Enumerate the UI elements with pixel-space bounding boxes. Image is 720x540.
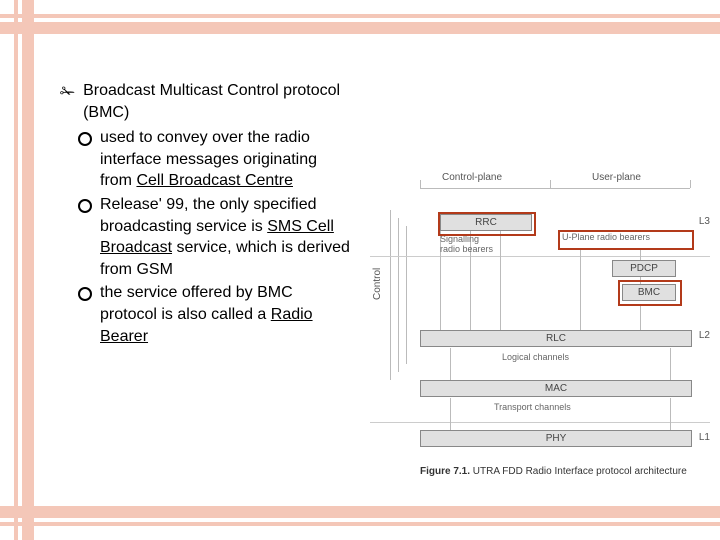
title-text: Broadcast Multicast Control protocol (BM… [83,80,350,123]
diagram-line [640,304,641,330]
layer-l3: L3 [699,216,710,227]
sub-text: used to convey over the radio interface … [100,127,350,192]
layer-l1: L1 [699,432,710,443]
mac-box: MAC [420,380,692,397]
sub-text: the service offered by BMC protocol is a… [100,282,350,347]
sub-bullet-icon [78,287,92,301]
transport-label: Transport channels [494,402,571,412]
decor-stripe [14,0,18,540]
diagram-line [370,422,710,423]
sub-bullet-icon [78,199,92,213]
phy-box: PHY [420,430,692,447]
diagram-line [370,256,710,257]
text-block: ✁ Broadcast Multicast Control protocol (… [60,80,350,347]
figure-caption: Figure 7.1. UTRA FDD Radio Interface pro… [420,466,687,477]
pdcp-box: PDCP [612,260,676,277]
sub-item: the service offered by BMC protocol is a… [78,282,350,347]
sub-list: used to convey over the radio interface … [78,127,350,347]
protocol-diagram: Control-plane User-plane Control RRC Sig… [370,170,710,510]
decor-stripe [0,22,720,34]
diagram-line [690,180,691,188]
diagram-line [550,180,551,188]
decor-stripe [0,14,720,18]
diagram-line [580,248,581,330]
decor-stripe [0,522,720,526]
layer-l2: L2 [699,330,710,341]
diagram-line [420,180,421,188]
diagram-line [670,398,671,430]
bullet-icon: ✁ [60,80,75,104]
diagram-line [640,248,641,260]
sub-item: Release' 99, the only specified broadcas… [78,194,350,280]
uplane-label: U-Plane radio bearers [562,232,650,242]
sub-item: used to convey over the radio interface … [78,127,350,192]
signalling-label: Signalling radio bearers [440,234,493,255]
diagram-line [640,276,641,284]
bmc-box: BMC [622,284,676,301]
sub-bullet-icon [78,132,92,146]
rlc-box: RLC [420,330,692,347]
decor-stripe [22,0,34,540]
bullet-main: ✁ Broadcast Multicast Control protocol (… [60,80,350,123]
diagram-line [670,348,671,380]
diagram-line [450,348,451,380]
diagram-line [420,188,690,189]
control-bracket [390,210,418,380]
sub-text: Release' 99, the only specified broadcas… [100,194,350,280]
control-plane-label: Control-plane [442,172,502,183]
rrc-box: RRC [440,214,532,231]
user-plane-label: User-plane [592,172,641,183]
control-label: Control [372,268,383,300]
diagram-line [500,230,501,330]
diagram-line [450,398,451,430]
logical-label: Logical channels [502,352,569,362]
